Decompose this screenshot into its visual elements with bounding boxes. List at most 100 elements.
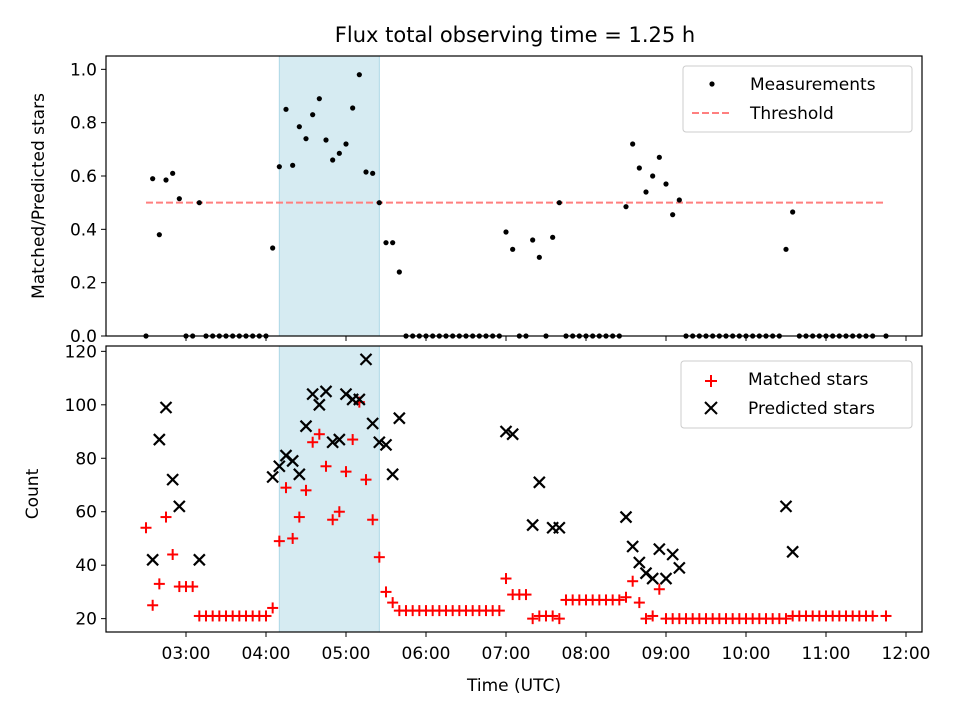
predicted-star-point	[786, 545, 799, 559]
predicted-star-point	[633, 556, 646, 569]
predicted-star-point	[553, 521, 566, 535]
legend-label-measurements: Measurements	[750, 75, 876, 95]
y-tick-label: 0.0	[70, 327, 97, 347]
bottom-y-axis-label: Count	[23, 468, 43, 519]
measurement-point	[150, 176, 156, 182]
matched-star-point	[640, 613, 652, 625]
measurement-point	[376, 200, 382, 206]
top-legend-box	[682, 65, 913, 133]
matched-star-point	[360, 474, 372, 486]
predicted-star-point	[306, 387, 319, 401]
measurement-point	[196, 200, 202, 206]
matched-star-point	[633, 597, 645, 609]
matched-star-point	[340, 466, 352, 478]
matched-star-point	[867, 610, 879, 622]
measurement-point	[383, 240, 389, 246]
y-tick-label: 120	[65, 342, 97, 362]
predicted-star-point	[646, 572, 659, 585]
chart-title: Flux total observing time = 1.25 h	[335, 23, 695, 47]
y-tick-label: 1.0	[70, 60, 97, 80]
matched-star-point	[553, 613, 565, 625]
legend-marker-matched	[705, 375, 717, 387]
predicted-star-point	[359, 353, 373, 366]
x-tick-label: 08:00	[562, 644, 611, 664]
matched-star-point	[347, 434, 359, 446]
predicted-star-point	[366, 417, 379, 430]
x-tick-label: 03:00	[162, 644, 211, 664]
legend-label-predicted: Predicted stars	[748, 399, 875, 419]
top-axis-ticks: 0.0 0.2 0.4 0.6 0.8 1.0	[70, 60, 907, 347]
legend-label-matched: Matched stars	[748, 370, 868, 390]
measurement-point	[283, 106, 289, 112]
top-y-axis-label: Matched/Predicted stars	[29, 93, 49, 299]
measurement-point	[676, 197, 682, 203]
measurement-point	[336, 150, 342, 156]
measurement-point	[303, 136, 309, 142]
y-tick-label: 0.4	[70, 220, 97, 240]
predicted-star-point	[273, 460, 286, 473]
bottom-plot-frame	[105, 345, 923, 633]
predicted-star-point	[659, 572, 673, 585]
predicted-star-point	[313, 398, 326, 412]
matched-star-point	[260, 610, 272, 622]
measurement-point	[343, 141, 349, 147]
predicted-star-point	[393, 411, 406, 425]
x-tick-label: 09:00	[642, 644, 691, 664]
bottom-legend: Matched stars Predicted stars	[680, 360, 913, 429]
predicted-star-point	[379, 438, 393, 452]
measurement-point	[663, 181, 669, 187]
y-tick-label: 0.6	[70, 167, 97, 187]
predicted-star-point	[386, 468, 399, 481]
predicted-star-point	[146, 553, 159, 567]
predicted-star-point	[779, 500, 793, 513]
measurement-point	[370, 170, 376, 176]
matched-star-point	[273, 535, 285, 547]
y-tick-label: 40	[75, 556, 97, 576]
matched-star-point	[367, 514, 379, 526]
bottom-axis-ticks: 20 40 60 80 100 120 03:00 04:00 05:00 06:00 07:00 0…	[65, 342, 931, 664]
matched-star-point	[653, 583, 665, 595]
predicted-star-point	[373, 435, 386, 449]
predicted-star-point	[153, 433, 166, 446]
matched-star-point	[147, 599, 159, 611]
predicted-star-point	[506, 427, 519, 441]
measurement-point	[650, 173, 656, 179]
measurement-point	[330, 157, 336, 163]
predicted-star-point	[193, 553, 206, 567]
legend-marker-predicted	[704, 401, 718, 415]
y-tick-label: 80	[75, 449, 97, 469]
measurement-point	[156, 232, 162, 238]
measurement-point	[556, 200, 562, 206]
measurement-point	[783, 246, 789, 252]
matched-stars-points	[140, 396, 892, 625]
predicted-star-point	[673, 561, 686, 575]
x-tick-label: 07:00	[482, 644, 531, 664]
measurement-point	[390, 240, 396, 246]
measurement-point	[296, 124, 302, 130]
matched-star-point	[267, 602, 279, 614]
predicted-star-point	[299, 419, 313, 433]
matched-star-point	[293, 511, 305, 523]
measurement-point	[163, 177, 169, 183]
predicted-star-point	[499, 425, 513, 438]
matched-star-point	[320, 460, 332, 472]
measurement-point	[350, 105, 356, 111]
matched-star-point	[307, 436, 319, 448]
y-tick-label: 20	[75, 610, 97, 630]
matched-star-point	[780, 613, 792, 625]
predicted-star-point	[333, 433, 346, 446]
measurement-point	[670, 212, 676, 218]
matched-star-point	[880, 610, 892, 622]
legend-label-threshold: Threshold	[749, 104, 834, 124]
top-plot-frame	[105, 55, 923, 337]
top-legend: Measurements Threshold	[682, 65, 913, 133]
x-tick-label: 04:00	[242, 644, 291, 664]
matched-star-point	[647, 610, 659, 622]
bottom-legend-box	[680, 360, 913, 429]
measurement-point	[276, 164, 282, 170]
matched-star-point	[327, 514, 339, 526]
predicted-star-point	[619, 510, 633, 524]
predicted-star-point	[266, 470, 279, 484]
bottom-panel: 20 40 60 80 100 120 03:00 04:00 05:00 06:00 07:00 0…	[23, 342, 931, 696]
